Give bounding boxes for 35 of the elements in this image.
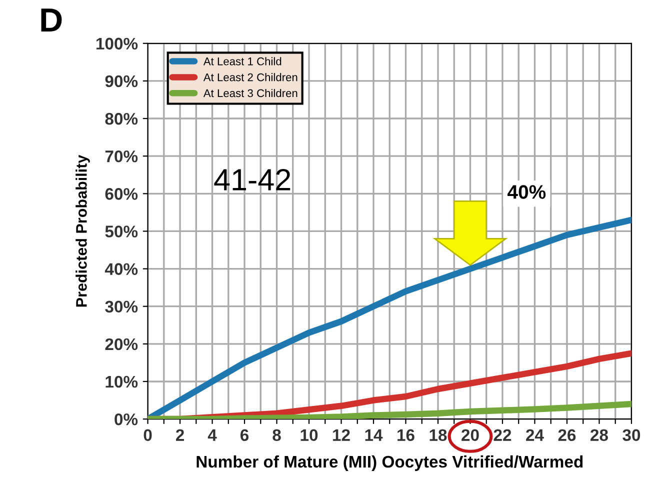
y-tick-label: 100%	[96, 38, 138, 50]
x-tick-label: 4	[208, 429, 217, 441]
y-tick-label: 10%	[106, 376, 138, 388]
y-tick-label: 40%	[104, 263, 138, 275]
x-tick-label: 10	[300, 429, 318, 442]
x-tick-label: 16	[398, 429, 414, 442]
y-tick-label: 60%	[105, 188, 138, 200]
y-tick-label: 70%	[105, 150, 138, 162]
x-tick-label: 8	[272, 429, 281, 442]
x-tick-label: 24	[526, 429, 544, 441]
y-tick-label: 0%	[114, 413, 138, 426]
y-tick-label: 30%	[105, 300, 138, 313]
x-tick-label: 14	[365, 429, 383, 441]
x-tick-label: 6	[240, 429, 249, 442]
x-tick-label: 26	[558, 429, 576, 442]
y-tick-label: 50%	[105, 226, 138, 238]
x-tick-label: 30	[622, 429, 640, 442]
y-tick-label: 80%	[105, 112, 138, 125]
x-tick-label: 22	[494, 429, 512, 441]
x-tick-label: 28	[590, 429, 608, 442]
x-tick-label: 12	[333, 429, 350, 441]
annotation: 41-42	[214, 168, 290, 190]
x-tick-label: 18	[430, 429, 447, 442]
y-tick-label: 20%	[105, 338, 138, 350]
legend-label: At Least 1 Child	[203, 57, 282, 66]
y-tick-label: 90%	[105, 75, 138, 88]
x-tick-label: 0	[144, 429, 152, 442]
chart-title: D	[41, 8, 62, 32]
x-axis-title: Number of Mature (MII) Oocytes Vitrified/Warmed	[196, 455, 583, 471]
legend-label: At Least 3 Children	[203, 88, 298, 98]
x-tick-label: 20	[462, 429, 479, 442]
annotation: 40%	[508, 185, 546, 199]
legend-label: At Least 2 Children	[203, 73, 298, 82]
x-tick-label: 2	[176, 429, 184, 441]
y-axis-title: Predicted Probability	[76, 154, 90, 307]
